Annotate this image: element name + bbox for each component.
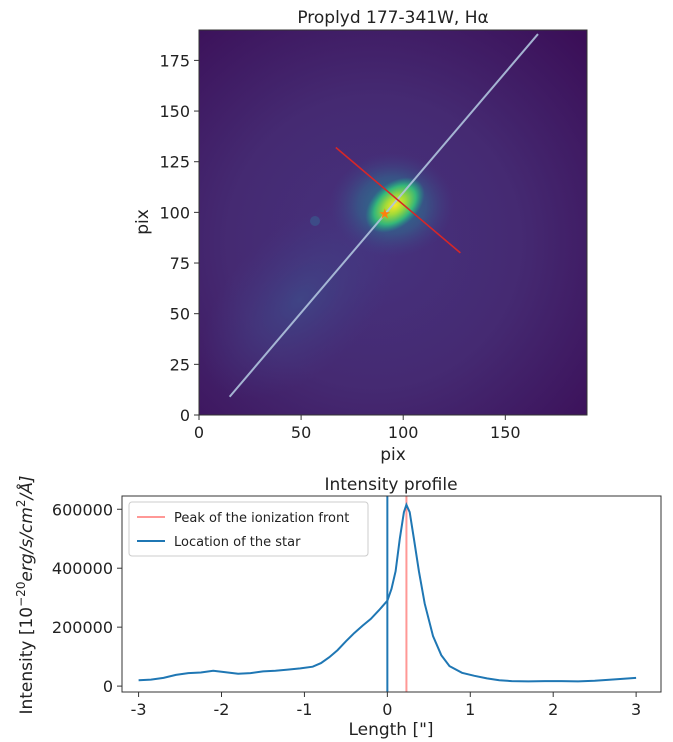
image-x-tick-label: 50 bbox=[291, 423, 311, 442]
profile-y-axis: 0 200000 400000 600000 bbox=[52, 500, 122, 696]
image-y-axis: 0 25 50 75 100 125 150 175 bbox=[159, 51, 199, 425]
image-y-tick-label: 175 bbox=[159, 51, 190, 70]
profile-x-tick-label: 2 bbox=[548, 700, 558, 719]
diagonal-cut-line bbox=[228, 33, 539, 398]
image-area: ★ bbox=[199, 30, 587, 415]
image-y-tick-label: 25 bbox=[170, 355, 190, 374]
profile-series-line bbox=[138, 502, 637, 683]
profile-y-tick-label: 0 bbox=[103, 677, 113, 696]
image-y-tick-label: 150 bbox=[159, 102, 190, 121]
profile-y-label-exp-1: −20 bbox=[14, 582, 28, 607]
legend-box bbox=[128, 501, 369, 557]
profile-y-tick-label: 600000 bbox=[52, 500, 113, 519]
image-y-tick-label: 100 bbox=[159, 203, 190, 222]
profile-x-tick-label: 3 bbox=[631, 700, 641, 719]
image-y-label: pix bbox=[133, 209, 153, 235]
profile-y-tick-label: 200000 bbox=[52, 618, 113, 637]
image-x-tick-label: 150 bbox=[490, 423, 521, 442]
star-marker: ★ bbox=[379, 206, 392, 222]
image-title: Proplyd 177-341W, Hα bbox=[297, 8, 488, 28]
profile-y-label-part-2: erg/s/cm bbox=[17, 507, 37, 581]
image-x-axis: 0 50 100 150 bbox=[194, 415, 521, 442]
profile-x-tick-label: -3 bbox=[131, 700, 147, 719]
profile-x-tick-label: -1 bbox=[296, 700, 312, 719]
profile-x-tick-label: -2 bbox=[214, 700, 230, 719]
image-y-tick-label: 0 bbox=[180, 406, 190, 425]
profile-x-axis: -3 -2 -1 0 1 2 3 bbox=[131, 692, 641, 719]
image-faint-knot bbox=[310, 216, 320, 226]
profile-plot-area bbox=[138, 496, 637, 692]
image-x-tick-label: 0 bbox=[194, 423, 204, 442]
ionization-front-cut-line bbox=[335, 146, 461, 254]
profile-title: Intensity profile bbox=[324, 475, 457, 495]
image-x-tick-label: 100 bbox=[388, 423, 419, 442]
image-x-label: pix bbox=[380, 445, 406, 465]
profile-y-label-exp-2: 2 bbox=[14, 499, 28, 507]
image-y-tick-label: 50 bbox=[170, 305, 190, 324]
legend-label-peak: Peak of the ionization front bbox=[174, 511, 349, 526]
profile-y-label-part-3: /Å] bbox=[15, 475, 37, 501]
profile-y-label-part-1: Intensity [10 bbox=[17, 607, 37, 715]
profile-frame bbox=[121, 495, 662, 693]
image-y-tick-label: 125 bbox=[159, 153, 190, 172]
profile-y-label: Intensity [10−20erg/s/cm2/Å] bbox=[14, 475, 37, 714]
legend-label-star: Location of the star bbox=[174, 535, 301, 550]
profile-y-tick-label: 400000 bbox=[52, 559, 113, 578]
legend: Peak of the ionization front Location of… bbox=[128, 501, 369, 557]
image-frame bbox=[198, 29, 588, 416]
profile-x-tick-label: 0 bbox=[382, 700, 392, 719]
image-plume bbox=[201, 201, 399, 399]
profile-x-label: Length ["] bbox=[348, 720, 433, 740]
profile-x-tick-label: 1 bbox=[465, 700, 475, 719]
image-y-tick-label: 75 bbox=[170, 254, 190, 273]
